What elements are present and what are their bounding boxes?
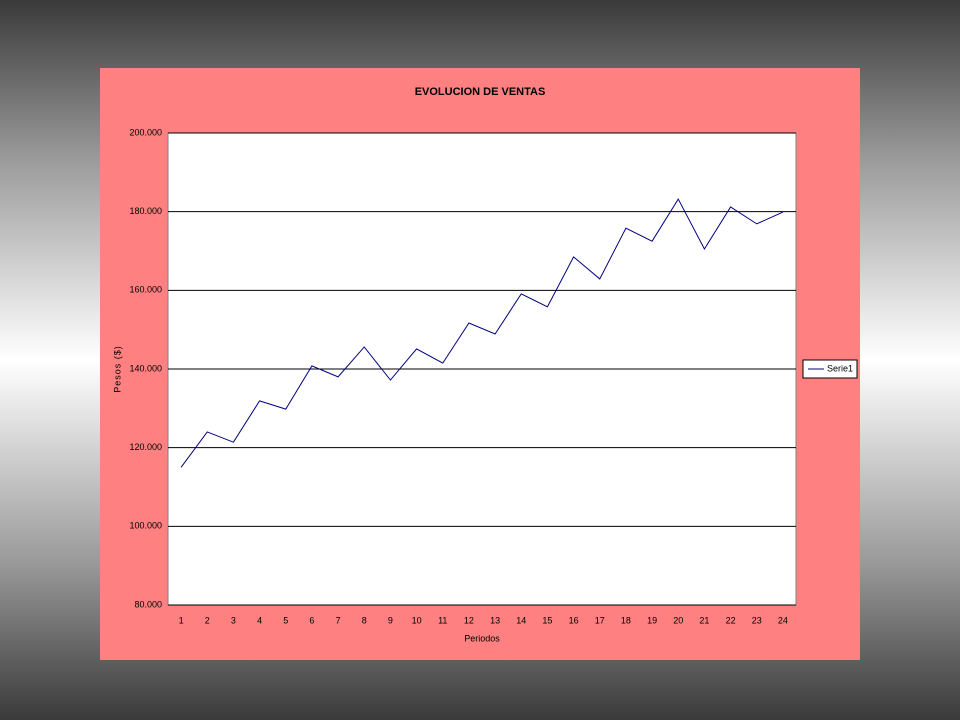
x-tick-label: 1: [179, 615, 184, 625]
x-tick-label: 14: [516, 615, 526, 625]
legend-box: [802, 359, 858, 379]
x-tick-label: 8: [362, 615, 367, 625]
x-tick-label: 20: [673, 615, 683, 625]
legend-label: Serie1: [827, 363, 853, 373]
x-tick-label: 24: [778, 615, 788, 625]
x-tick-label: 17: [595, 615, 605, 625]
x-tick-label: 6: [309, 615, 314, 625]
x-tick-label: 5: [283, 615, 288, 625]
chart-title: EVOLUCION DE VENTAS: [415, 86, 546, 98]
x-tick-label: 18: [621, 615, 631, 625]
x-tick-label: 19: [647, 615, 657, 625]
y-tick-label: 160.000: [129, 285, 162, 295]
y-tick-label: 80.000: [134, 599, 162, 609]
x-tick-label: 22: [726, 615, 736, 625]
x-tick-label: 21: [699, 615, 709, 625]
x-tick-label: 7: [336, 615, 341, 625]
y-tick-label: 140.000: [129, 363, 162, 373]
x-tick-label: 15: [542, 615, 552, 625]
x-axis-title: Periodos: [464, 633, 500, 643]
x-tick-label: 12: [464, 615, 474, 625]
y-tick-label: 200.000: [129, 127, 162, 137]
x-tick-label: 3: [231, 615, 236, 625]
y-axis-title: Pesos ($): [112, 345, 122, 393]
x-tick-label: 10: [412, 615, 422, 625]
x-tick-label: 4: [257, 615, 262, 625]
x-tick-label: 23: [752, 615, 762, 625]
x-tick-label: 2: [205, 615, 210, 625]
series-line: [180, 198, 784, 468]
x-tick-label: 16: [569, 615, 579, 625]
y-tick-label: 180.000: [129, 206, 162, 216]
x-tick-label: 9: [388, 615, 393, 625]
x-tick-label: 11: [438, 615, 447, 625]
y-tick-label: 120.000: [129, 442, 162, 452]
y-tick-label: 100.000: [129, 521, 162, 531]
x-tick-label: 13: [490, 615, 500, 625]
